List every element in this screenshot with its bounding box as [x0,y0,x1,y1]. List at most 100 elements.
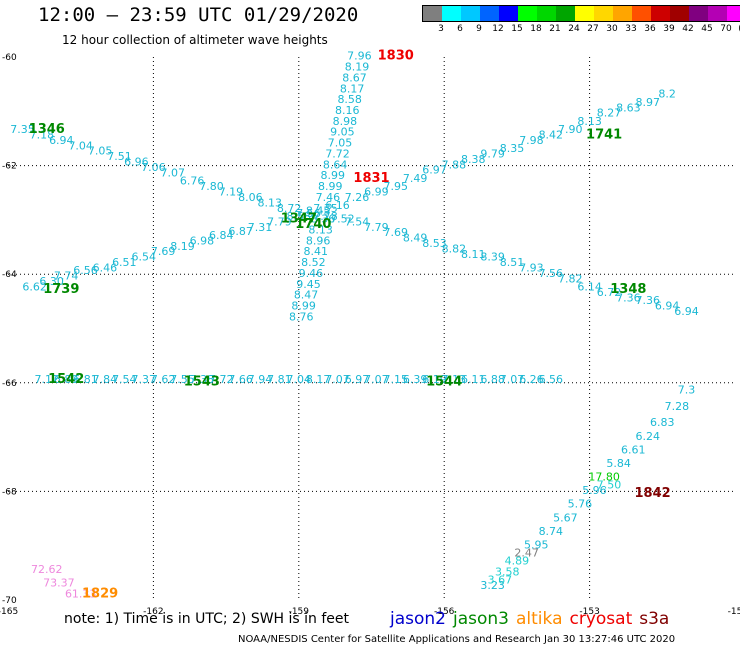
wave-height-value: 8.17 [340,82,365,95]
wave-height-value: 7.78 [313,210,338,223]
wave-height-value: 7.35 [313,202,338,215]
color-swatch [575,6,594,21]
wave-height-value: 6.30 [39,275,64,288]
wave-height-value: 7.98 [519,134,544,147]
wave-height-value: 8.99 [318,180,343,193]
wave-height-value: 7.04 [287,373,312,386]
wave-height-value: 6.56 [73,264,98,277]
color-swatch [632,6,651,21]
wave-height-value: 9.46 [299,267,324,280]
wave-height-value: 6.76 [180,175,205,188]
y-tick-label: -66 [2,379,17,389]
wave-height-value: 6.11 [461,373,486,386]
pass-time-label: 1741 [586,127,622,142]
x-tick-label: -15 [728,607,740,617]
legend-cryosat: cryosat [569,609,633,629]
y-tick-label: -62 [2,162,17,172]
color-swatch [556,6,575,21]
wave-height-value: 7.38 [190,373,215,386]
wave-height-value: 7.80 [199,180,224,193]
wave-height-value: 7.06 [141,161,166,174]
wave-height-value: 7.07 [364,373,389,386]
wave-height-value: 6.99 [364,185,389,198]
wave-height-value: 8.19 [345,61,370,74]
color-swatch [670,6,689,21]
wave-height-value: 8.64 [323,158,348,171]
color-swatch [423,6,442,21]
color-swatch [461,6,480,21]
wave-height-value: 7.05 [328,137,353,150]
wave-height-value: 8.96 [306,234,331,247]
wave-height-value: 7.07 [325,373,350,386]
wave-height-value: 8.47 [294,289,319,302]
color-scale-label: 36 [644,24,656,34]
y-tick-label: -64 [2,270,17,280]
wave-height-value: 8.45 [306,204,331,217]
wave-height-value: 7.96 [347,50,372,63]
wave-height-value: 7.49 [403,172,428,185]
wave-height-value: 8.72 [277,202,302,215]
wave-height-value: 8.13 [257,196,282,209]
color-scale-label: 15 [511,24,523,34]
color-swatch [499,6,518,21]
color-swatch [537,6,556,21]
wave-height-value: 3.58 [495,566,520,579]
wave-height-value: 7.36 [616,291,641,304]
wave-height-value: 8.19 [170,240,195,253]
wave-height-value: 8.35 [500,142,525,155]
wave-height-value: 6.96 [124,156,149,169]
wave-height-value: 8.39 [480,251,505,264]
wave-height-value: 7.13 [442,373,467,386]
wave-height-value: 6.39 [403,373,428,386]
wave-height-value: 6.26 [519,373,544,386]
color-scale-label: 18 [530,24,542,34]
wave-height-value: 7.19 [219,185,244,198]
color-swatch [594,6,613,21]
wave-height-value: 8.52 [301,256,326,269]
pass-time-label: 1829 [82,586,118,601]
x-tick-label: -153 [579,607,599,617]
wave-height-value: 7.66 [228,373,253,386]
wave-height-value: 7.26 [345,191,370,204]
wave-height-value: 6.83 [650,416,675,429]
wave-height-value: 7.82 [558,272,583,285]
page-subtitle: 12 hour collection of altimeter wave hei… [62,33,328,47]
pass-time-label: 1842 [635,486,671,501]
wave-height-value: 7.95 [383,180,408,193]
wave-height-value: 6.24 [636,430,661,443]
wave-height-value: 8.06 [238,191,263,204]
wave-height-value: 7.05 [88,145,113,158]
pass-time-label: 1831 [353,171,389,186]
color-scale-bar [422,5,740,22]
pass-time-label: 1739 [43,282,79,297]
color-swatch [613,6,632,21]
wave-height-value: 6.46 [93,261,118,274]
wave-height-value: 6.88 [480,373,505,386]
wave-height-value: 6.97 [345,373,370,386]
wave-height-value: 7.56 [539,267,564,280]
wave-height-value: 6.94 [674,305,699,318]
wave-height-value: 4.89 [505,555,530,568]
wave-height-value: 6.62 [22,280,47,293]
wave-height-value: 8.67 [342,71,367,84]
color-swatch [442,6,461,21]
color-scale-label: 9 [476,24,482,34]
wave-height-value: 6.51 [112,256,137,269]
satellite-legend: jason2 jason3 altika cryosat s3a [390,609,676,629]
wave-height-value: 6.89 [54,373,79,386]
wave-height-value: 7.55 [170,373,195,386]
wave-height-value: 8.76 [289,310,314,323]
wave-height-value: 61.33 [65,587,97,600]
wave-height-value: 8.13 [308,223,333,236]
wave-height-value: 7.36 [636,294,661,307]
wave-height-value: 8.27 [597,107,622,120]
wave-height-value: 6.56 [539,373,564,386]
wave-height-value: 8.42 [539,128,564,141]
wave-height-value: 5.95 [524,538,549,551]
wave-height-value: 7.28 [665,400,690,413]
wave-height-value: 8.38 [461,153,486,166]
wave-height-value: 8.13 [577,115,602,128]
color-swatch [689,6,708,21]
wave-height-value: 7.15 [383,373,408,386]
